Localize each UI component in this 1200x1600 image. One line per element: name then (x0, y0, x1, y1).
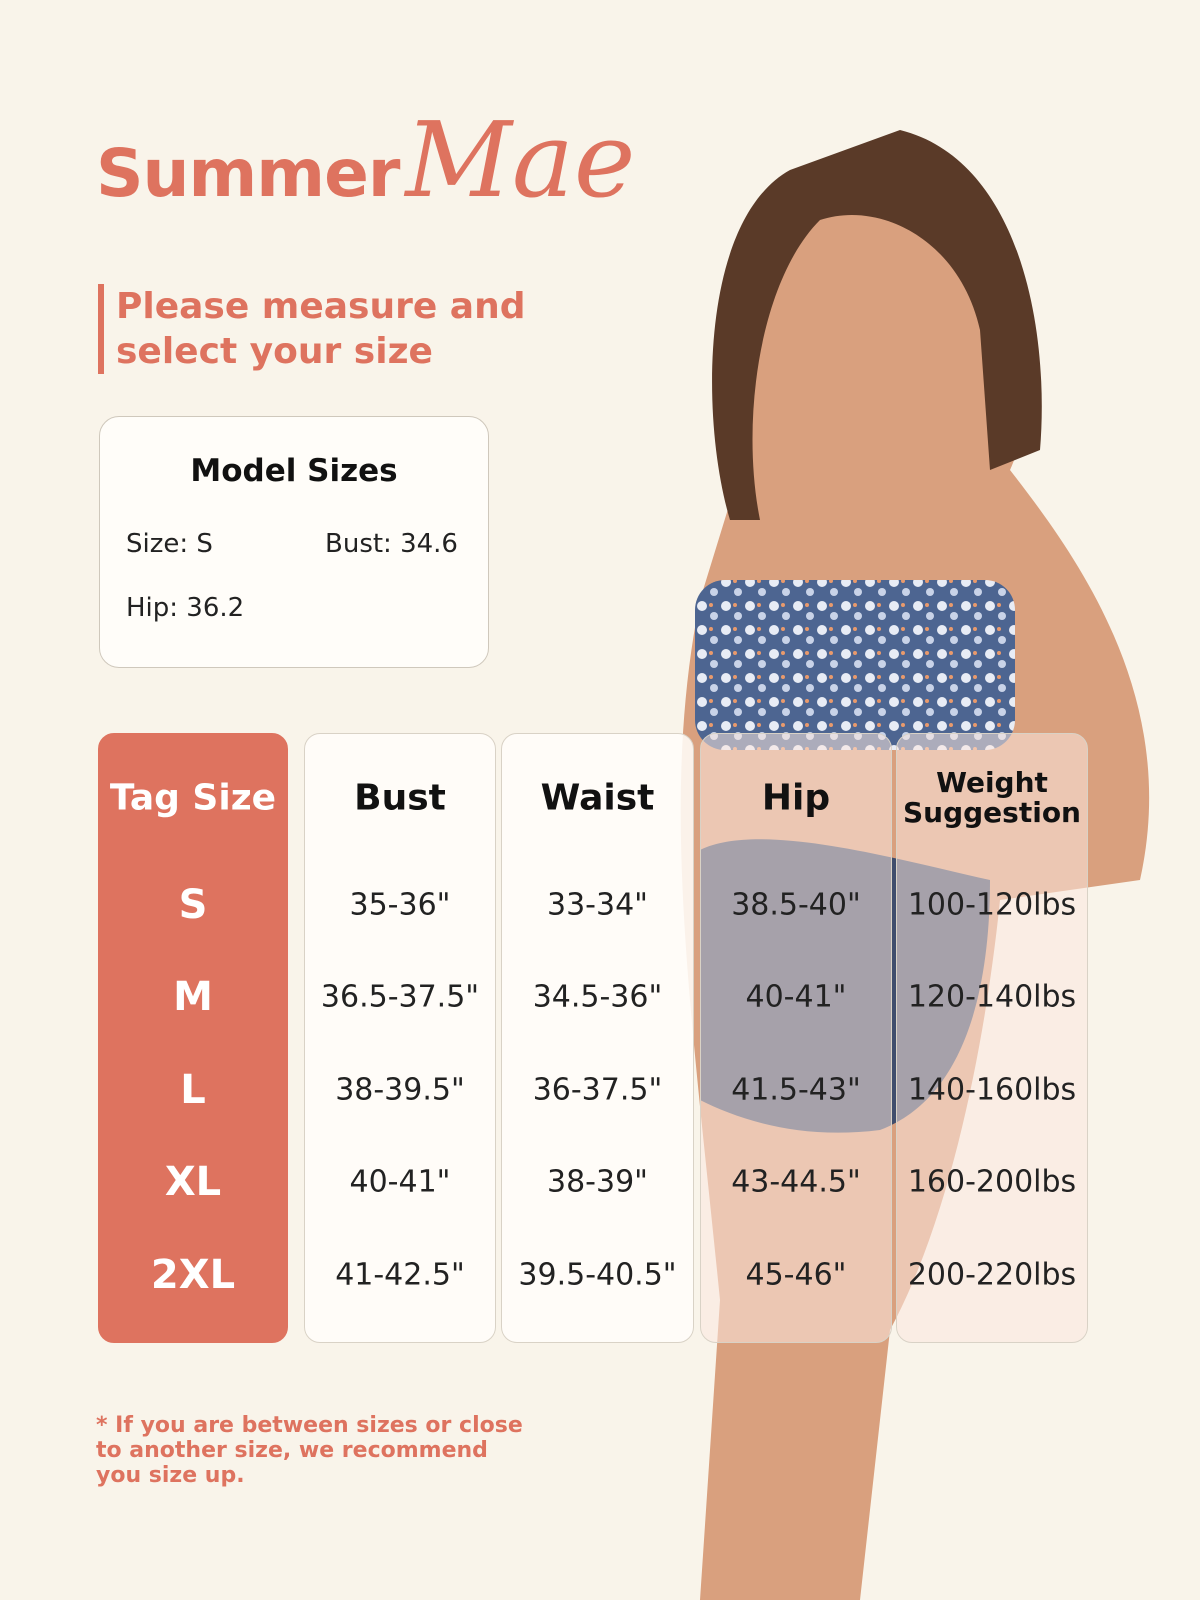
model-hip: Hip: 36.2 (126, 593, 245, 623)
column-header: Waist (540, 777, 655, 819)
model-bust: Bust: 34.6 (325, 529, 458, 559)
table-cell: 40-41" (745, 979, 847, 1015)
column-header: Weight Suggestion (903, 766, 1081, 829)
table-cell: 120-140lbs (907, 979, 1077, 1015)
headline: Please measure and select your size (98, 284, 556, 374)
table-cell: 2XL (150, 1252, 236, 1298)
model-size: Size: S (126, 529, 213, 559)
brand-logo-text: Summer (96, 135, 400, 212)
table-cell: M (173, 974, 213, 1020)
table-cell: 38-39.5" (335, 1072, 465, 1108)
table-cell: 45-46" (745, 1257, 847, 1293)
column-tag: Tag Size S M L XL 2XL (98, 733, 288, 1343)
column-header: Bust (354, 777, 446, 819)
table-cell: 36.5-37.5" (320, 979, 480, 1015)
table-cell: 36-37.5" (532, 1072, 663, 1108)
brand-logo: Summer Mae (96, 108, 635, 212)
model-sizes-card: Model Sizes Size: S Bust: 34.6 Hip: 36.2 (99, 416, 489, 668)
model-sizes-title: Model Sizes (190, 453, 398, 489)
table-cell: 33-34" (547, 887, 648, 923)
column-header: Hip (761, 777, 831, 819)
column-hip: Hip 38.5-40" 40-41" 41.5-43" 43-44.5" 45-46" (700, 733, 892, 1343)
table-cell: 34.5-36" (532, 979, 663, 1015)
column-waist: Waist 33-34" 34.5-36" 36-37.5" 38-39" 39.5-40… (501, 733, 694, 1343)
table-cell: 40-41" (349, 1164, 451, 1200)
table-cell: 41-42.5" (335, 1257, 465, 1293)
table-cell: L (180, 1067, 206, 1113)
column-bust: Bust 35-36" 36.5-37.5" 38-39.5" 40-41" 41-42.… (304, 733, 496, 1343)
table-cell: 100-120lbs (907, 887, 1077, 923)
table-cell: 140-160lbs (907, 1072, 1077, 1108)
table-cell: 38.5-40" (731, 887, 861, 923)
size-note: * If you are between sizes or close to a… (96, 1413, 523, 1488)
table-cell: 43-44.5" (731, 1164, 861, 1200)
table-cell: 41.5-43" (731, 1072, 861, 1108)
column-wt: Weight Suggestion 100-120lbs 120-140lbs 140… (896, 733, 1088, 1343)
table-cell: 35-36" (349, 887, 451, 923)
table-cell: 39.5-40.5" (518, 1257, 677, 1293)
table-cell: 160-200lbs (907, 1164, 1077, 1200)
table-cell: 38-39" (547, 1164, 648, 1200)
column-header: Tag Size (109, 777, 277, 819)
table-cell: XL (164, 1159, 222, 1205)
table-cell: S (178, 882, 208, 928)
brand-logo-script: Mae (405, 99, 636, 221)
table-cell: 200-220lbs (907, 1257, 1077, 1293)
